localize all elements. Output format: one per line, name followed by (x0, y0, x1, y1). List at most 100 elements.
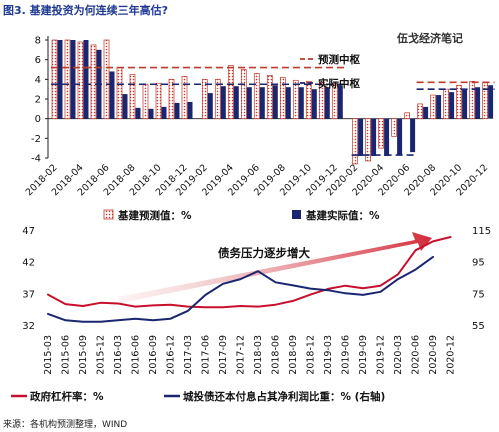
figure-title: 图3. 基建投资为何连续三年高估? (3, 4, 169, 17)
bar-forecast (155, 82, 162, 120)
line-x-tick-label: 2017-06 (201, 335, 212, 375)
watermark-text: 伍戈经济笔记 (397, 32, 463, 45)
bar-actual (410, 118, 416, 153)
line-x-tick-label: 2017-12 (236, 335, 247, 375)
line-x-tick-label: 2018-09 (288, 335, 299, 375)
bar-forecast (227, 65, 234, 120)
bar-actual (436, 95, 442, 119)
bar-forecast (240, 69, 247, 120)
bar-actual (220, 86, 226, 119)
line-left-y-tick-label: 42 (22, 258, 35, 269)
bar-actual (161, 106, 167, 119)
series-line-lgfv-debt-ratio (47, 255, 434, 323)
line-legend-label: 政府杠杆率：% (30, 390, 104, 403)
bar-y-tick-label: 4 (35, 75, 41, 86)
line-x-tick-label: 2018-03 (253, 335, 264, 375)
bar-forecast (90, 44, 97, 120)
bar-forecast (469, 80, 475, 120)
bar-actual (488, 85, 494, 119)
line-x-tick-label: 2016-12 (166, 335, 177, 375)
reference-legend-label: 实际中枢 (318, 77, 360, 90)
line-left-y-tick-label: 47 (22, 226, 35, 237)
line-x-tick-label: 2018-06 (271, 335, 282, 375)
bar-forecast (168, 78, 175, 120)
bar-forecast (142, 83, 149, 120)
line-x-tick-label: 2018-12 (306, 335, 317, 375)
bar-y-tick-label: 8 (35, 36, 41, 47)
bar-forecast (456, 84, 462, 120)
bar-legend-swatch (292, 210, 301, 219)
line-x-tick-label: 2016-06 (131, 335, 142, 375)
line-x-tick-label: 2020-12 (446, 335, 457, 375)
line-x-tick-label: 2019-09 (358, 335, 369, 375)
annotation-label: 债务压力逐步增大 (218, 246, 310, 260)
bar-actual (70, 40, 76, 119)
bar-actual (324, 87, 330, 119)
line-x-tick-label: 2020-03 (393, 335, 404, 375)
bar-forecast (129, 74, 136, 120)
line-right-y-tick-label: 75 (472, 289, 485, 300)
bar-actual (475, 87, 481, 119)
bar-forecast (391, 118, 397, 137)
bar-legend-label: 基建实际值：% (305, 209, 380, 222)
bar-actual (272, 85, 278, 119)
bar-actual (449, 92, 455, 119)
bar-actual (371, 118, 377, 157)
bar-forecast (352, 118, 358, 165)
line-x-tick-label: 2019-03 (323, 335, 334, 375)
line-x-tick-label: 2015-12 (96, 335, 107, 375)
line-right-y-tick-label: 55 (472, 321, 485, 332)
line-right-y-tick-label: 95 (472, 258, 485, 269)
bar-actual (122, 94, 128, 119)
line-x-tick-label: 2016-03 (113, 335, 124, 375)
bar-forecast (292, 79, 299, 120)
bar-forecast (430, 94, 436, 120)
bar-actual (358, 118, 364, 157)
bar-forecast (181, 76, 188, 120)
line-x-tick-label: 2016-09 (148, 335, 159, 375)
bar-actual (187, 101, 193, 119)
bar-forecast (201, 78, 208, 120)
bar-actual (207, 93, 213, 119)
bar-actual (135, 107, 141, 119)
bar-forecast (51, 39, 58, 120)
bar-actual (83, 40, 89, 119)
bar-forecast (77, 41, 84, 120)
bar-actual (148, 108, 154, 119)
bar-forecast (279, 77, 286, 120)
series-line-gov-leverage (47, 236, 452, 309)
bar-forecast (365, 118, 371, 162)
line-x-tick-label: 2020-06 (411, 335, 422, 375)
bar-actual (259, 87, 265, 119)
pressure-arrow (118, 232, 432, 303)
bar-actual (462, 89, 468, 119)
line-left-y-tick-label: 37 (22, 289, 35, 300)
bar-forecast (318, 81, 325, 120)
bar-forecast (116, 67, 123, 120)
bar-y-tick-label: 2 (35, 95, 41, 106)
bar-forecast (214, 78, 221, 120)
line-right-y-tick-label: 115 (472, 226, 491, 237)
bar-forecast (253, 73, 260, 120)
line-x-tick-label: 2015-09 (78, 335, 89, 375)
bar-actual (109, 71, 115, 119)
line-x-tick-label: 2017-03 (183, 335, 194, 375)
bar-forecast (417, 103, 423, 120)
bar-forecast (404, 112, 410, 120)
line-x-tick-label: 2015-06 (61, 335, 72, 375)
bar-actual (174, 102, 180, 119)
bar-actual (337, 85, 343, 119)
line-legend-label: 城投债还本付息占其净利润比重：% (右轴) (183, 390, 385, 403)
bar-forecast (266, 75, 273, 120)
bar-actual (246, 87, 252, 119)
line-x-tick-label: 2019-12 (376, 335, 387, 375)
line-left-y-tick-label: 32 (22, 321, 35, 332)
reference-legend-label: 预测中枢 (318, 53, 360, 66)
bar-y-tick-label: 0 (35, 114, 41, 125)
bar-forecast (443, 88, 449, 120)
bar-forecast (331, 82, 338, 120)
line-x-tick-label: 2017-09 (218, 335, 229, 375)
source-note: 来源：各机构预测整理，WIND (3, 420, 128, 430)
bar-forecast (378, 118, 384, 149)
